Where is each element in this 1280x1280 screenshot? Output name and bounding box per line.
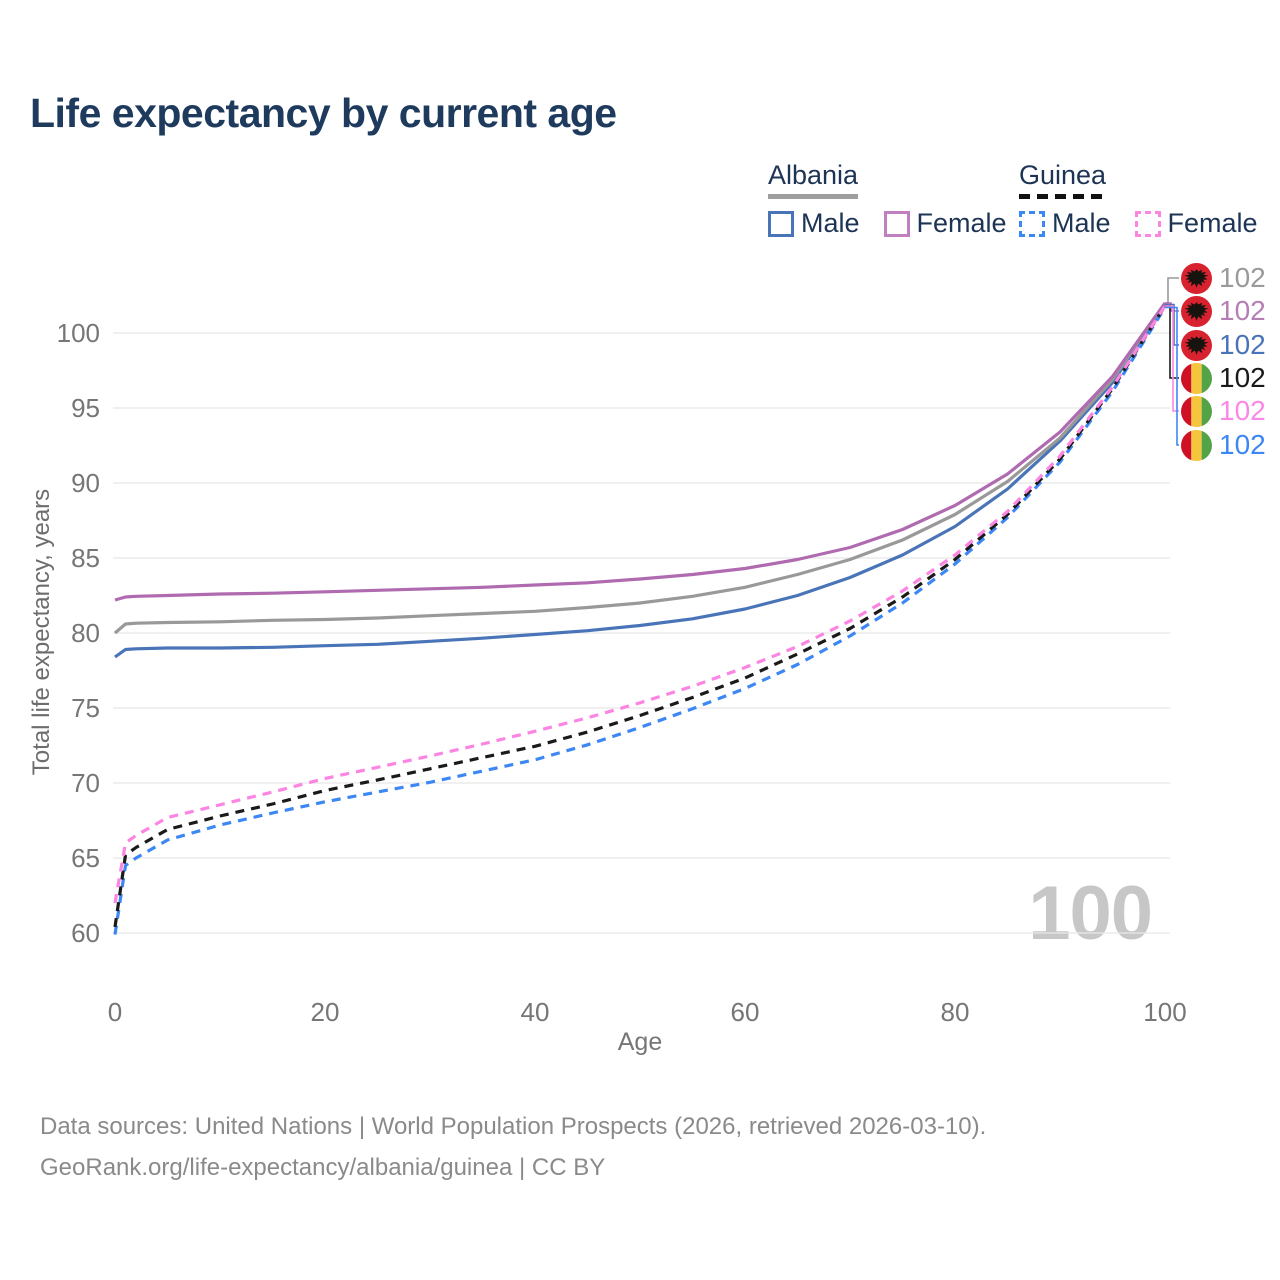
series-line-albania-female [114, 302, 1167, 602]
y-tick-label: 60 [71, 918, 100, 948]
series-line-guinea-female [113, 305, 1167, 904]
guinea-flag-icon [1181, 430, 1212, 461]
series-end-value: 102 [1219, 329, 1266, 360]
albania-male-swatch-icon [768, 210, 794, 237]
series-end-label-guinea-total: 102 [1181, 362, 1266, 394]
albania-female-swatch-icon [883, 210, 910, 237]
y-tick-label: 80 [71, 618, 100, 648]
series-line-guinea-both [113, 305, 1167, 928]
series-end-value: 102 [1219, 295, 1266, 326]
albania-line-style-sample [768, 194, 859, 199]
y-tick-label: 95 [71, 393, 100, 423]
series-line-guinea-male [113, 306, 1167, 935]
legend-item-label: Male [801, 208, 860, 238]
legend-item-label: Female [916, 208, 1007, 238]
legend-group-albania: Albania Male Female [768, 160, 1007, 239]
legend-item-guinea-female[interactable]: Female [1134, 208, 1258, 239]
series-line-albania-male [114, 303, 1167, 659]
guinea-flag-icon [1181, 396, 1212, 427]
leader-line [1165, 306, 1179, 446]
leader-line [1165, 303, 1179, 346]
albania-flag-icon [1181, 295, 1212, 327]
albania-flag-icon [1181, 329, 1212, 361]
y-tick-label: 90 [71, 468, 100, 498]
x-axis-title: Age [617, 1028, 663, 1056]
legend-item-label: Female [1167, 208, 1258, 238]
y-tick-label: 75 [71, 693, 100, 723]
series-end-label-albania-total: 102 [1181, 262, 1266, 294]
series-end-value: 102 [1219, 262, 1266, 293]
legend-group-guinea: Guinea Male Female [1019, 160, 1258, 239]
legend-item-albania-male[interactable]: Male [768, 208, 860, 239]
series-line-albania-both [113, 302, 1167, 635]
leader-line [1165, 305, 1179, 379]
y-tick-label: 65 [71, 843, 100, 873]
x-tick-label: 60 [731, 997, 760, 1027]
age-counter-watermark: 100 [1028, 871, 1153, 956]
y-tick-label: 85 [71, 543, 100, 573]
series-end-label-guinea-male: 102 [1181, 429, 1266, 461]
leader-line [1165, 277, 1179, 304]
y-tick-label: 70 [71, 768, 100, 798]
legend-item-label: Male [1052, 208, 1111, 238]
series-end-label-albania-female: 102 [1181, 295, 1266, 327]
guinea-male-swatch-icon [1019, 210, 1045, 237]
legend-item-albania-female[interactable]: Female [883, 208, 1007, 239]
x-tick-label: 20 [311, 997, 340, 1027]
guinea-female-swatch-icon [1134, 210, 1161, 237]
series-end-label-albania-male: 102 [1181, 329, 1266, 361]
series-end-value: 102 [1219, 395, 1266, 426]
x-tick-label: 100 [1143, 997, 1186, 1027]
legend-country-label: Guinea [1019, 160, 1107, 190]
x-tick-label: 0 [108, 997, 122, 1027]
guinea-line-style-sample [1019, 194, 1107, 199]
leader-line [1165, 305, 1179, 412]
y-tick-label: 100 [57, 318, 100, 348]
x-tick-label: 80 [941, 997, 970, 1027]
series-end-label-guinea-female: 102 [1181, 395, 1266, 427]
leader-line [1165, 302, 1179, 312]
x-tick-label: 40 [521, 997, 550, 1027]
guinea-flag-icon [1181, 363, 1212, 394]
series-end-value: 102 [1219, 362, 1266, 393]
page-title: Life expectancy by current age [30, 90, 617, 136]
legend-country-albania: Albania [768, 160, 859, 199]
data-source-footer: Data sources: United Nations | World Pop… [40, 1106, 986, 1188]
legend-item-guinea-male[interactable]: Male [1019, 208, 1111, 239]
legend-country-guinea: Guinea [1019, 160, 1107, 199]
legend-country-label: Albania [768, 160, 859, 190]
footer-sources-line: Data sources: United Nations | World Pop… [40, 1113, 987, 1140]
albania-flag-icon [1181, 262, 1212, 294]
series-end-value: 102 [1219, 429, 1266, 460]
footer-attribution-line: GeoRank.org/life-expectancy/albania/guin… [40, 1154, 606, 1181]
y-axis-title: Total life expectancy, years [28, 488, 55, 776]
